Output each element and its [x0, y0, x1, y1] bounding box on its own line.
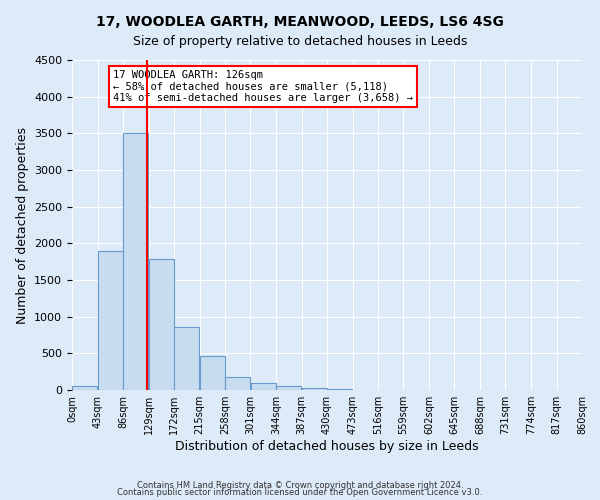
- Bar: [174, 327, 199, 390]
- Text: 17 WOODLEA GARTH: 126sqm
← 58% of detached houses are smaller (5,118)
41% of sem: 17 WOODLEA GARTH: 126sqm ← 58% of detach…: [113, 70, 413, 103]
- Bar: [302, 388, 327, 390]
- Text: 17, WOODLEA GARTH, MEANWOOD, LEEDS, LS6 4SG: 17, WOODLEA GARTH, MEANWOOD, LEEDS, LS6 …: [96, 15, 504, 29]
- Text: Contains public sector information licensed under the Open Government Licence v3: Contains public sector information licen…: [118, 488, 482, 497]
- Y-axis label: Number of detached properties: Number of detached properties: [16, 126, 29, 324]
- Bar: [251, 382, 276, 390]
- X-axis label: Distribution of detached houses by size in Leeds: Distribution of detached houses by size …: [175, 440, 479, 453]
- Text: Contains HM Land Registry data © Crown copyright and database right 2024.: Contains HM Land Registry data © Crown c…: [137, 480, 463, 490]
- Bar: [200, 356, 225, 390]
- Bar: [149, 260, 174, 390]
- Bar: [98, 250, 123, 390]
- Bar: [225, 377, 250, 390]
- Bar: [72, 386, 97, 390]
- Bar: [123, 134, 148, 390]
- Text: Size of property relative to detached houses in Leeds: Size of property relative to detached ho…: [133, 35, 467, 48]
- Bar: [276, 386, 301, 390]
